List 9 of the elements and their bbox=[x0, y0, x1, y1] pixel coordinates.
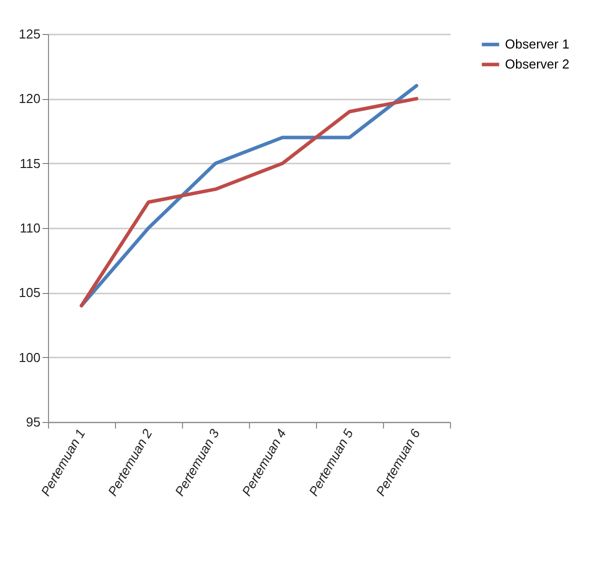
legend-label: Observer 2 bbox=[505, 56, 570, 72]
y-tick-label: 115 bbox=[20, 156, 40, 171]
y-tick-label: 125 bbox=[18, 26, 40, 42]
y-tick-label: 95 bbox=[26, 414, 40, 430]
legend-label: Observer 1 bbox=[505, 36, 570, 52]
y-tick-label: 100 bbox=[18, 350, 40, 365]
y-tick-label: 120 bbox=[18, 91, 40, 106]
y-tick-label: 105 bbox=[18, 285, 40, 300]
y-tick-label: 110 bbox=[20, 220, 40, 236]
